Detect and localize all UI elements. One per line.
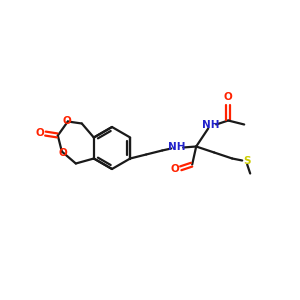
Text: NH: NH (168, 142, 186, 152)
Text: O: O (171, 164, 180, 175)
Text: O: O (62, 116, 71, 125)
Text: O: O (58, 148, 67, 158)
Text: O: O (35, 128, 44, 137)
Text: O: O (224, 92, 233, 103)
Text: NH: NH (202, 121, 220, 130)
Text: S: S (243, 155, 251, 166)
